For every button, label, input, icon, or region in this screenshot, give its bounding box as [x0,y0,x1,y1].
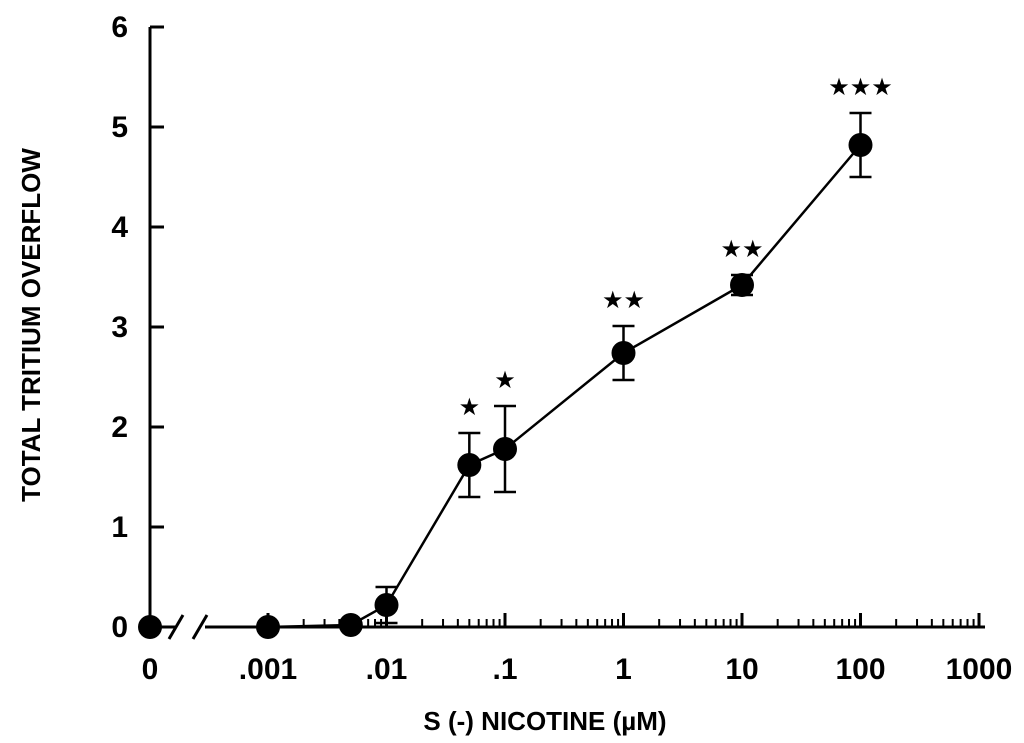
y-tick-label: 2 [111,411,128,444]
axis-break-mark-1 [167,614,185,640]
y-tick-label: 4 [111,211,128,244]
data-point [611,341,636,365]
significance-mark: ★★ [602,286,645,314]
y-tick-label: 1 [111,511,128,544]
data-point [138,615,162,639]
data-point [338,613,363,637]
y-tick-label: 6 [111,11,128,44]
x-axis-title: S (-) NICOTINE (µM) [423,706,666,736]
y-tick-label: 3 [111,311,128,344]
x-tick-label: .01 [366,653,408,686]
x-tick-label: .001 [239,653,297,686]
data-point [848,133,873,157]
x-tick-label: .1 [492,653,517,686]
y-tick-label: 0 [111,611,128,644]
data-point [457,453,482,477]
significance-mark: ★★ [720,235,763,263]
significance-mark: ★ [459,393,481,421]
y-axis-title: TOTAL TRITIUM OVERFLOW [16,148,46,502]
series-line [267,144,862,629]
y-tick-label: 5 [111,111,128,144]
axis-break-mark-2 [191,614,209,640]
x-tick-label: 0 [142,653,159,686]
x-tick-label: 100 [835,653,885,686]
significance-mark: ★ [494,366,516,394]
significance-mark: ★★★ [828,73,893,101]
x-tick-label: 10 [725,653,758,686]
x-tick-label: 1 [615,653,632,686]
data-point [256,615,280,639]
data-point [493,437,517,461]
data-point [730,273,754,297]
x-tick-label: 1000 [946,653,1013,686]
data-point [374,593,399,617]
